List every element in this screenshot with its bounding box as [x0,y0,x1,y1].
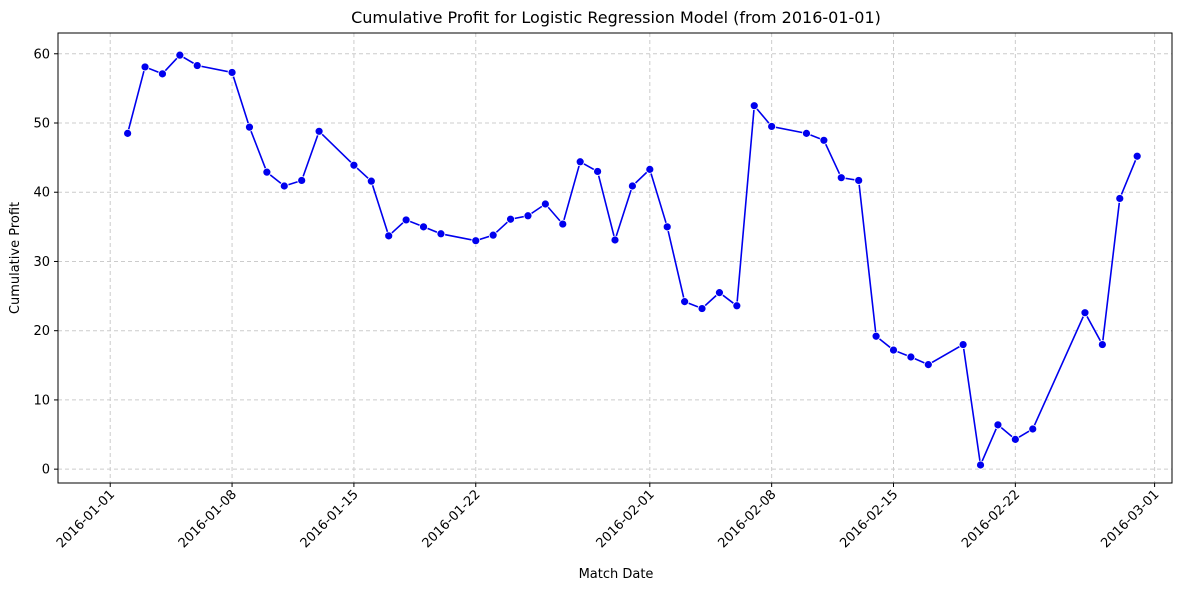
data-point [123,128,133,138]
data-point [297,176,307,185]
data-point [645,164,655,174]
data-point [366,176,376,186]
y-tick-label: 60 [33,47,50,62]
data-point [628,181,637,191]
data-point [1080,308,1090,318]
data-point [158,69,167,79]
data-point [506,214,515,224]
data-point [976,460,985,470]
y-tick-label: 20 [33,324,50,339]
y-tick-label: 10 [33,393,50,408]
data-point [871,331,881,341]
data-point [958,340,968,349]
data-point [140,62,150,72]
data-point [819,135,829,145]
data-point [262,167,272,177]
x-tick-label: 2016-01-01 [54,487,118,551]
plot-frame [57,32,1173,484]
data-point [575,157,585,167]
data-point [175,50,185,60]
chart-title: Cumulative Profit for Logistic Regressio… [351,8,881,27]
x-axis-label: Match Date [579,567,654,582]
data-point [1115,194,1125,203]
data-point [349,160,359,170]
data-point [749,101,759,111]
y-tick-label: 40 [33,186,50,201]
data-point [523,211,533,221]
data-point [1132,151,1142,161]
x-tick-label: 2016-01-15 [298,487,362,551]
series-line [126,54,1138,468]
data-point [245,122,254,132]
x-tick-label: 2016-02-15 [837,487,901,551]
data-point [384,231,394,241]
x-tick-label: 2016-01-08 [176,487,240,551]
series [123,50,1142,470]
data-point [680,297,690,307]
data-point [227,68,237,77]
y-axis-label: Cumulative Profit [8,202,23,314]
data-point [993,420,1003,430]
data-point [767,122,777,131]
data-point [419,222,428,232]
y-axis: 0 10 20 30 40 50 60 [33,47,58,478]
data-point [488,230,498,240]
data-point [593,167,602,176]
y-tick-label: 30 [33,255,50,270]
data-point [401,215,411,225]
x-tick-label: 2016-02-22 [959,487,1023,551]
data-point [836,173,846,183]
data-point [923,360,933,370]
data-point [192,61,202,70]
data-point [471,236,481,246]
data-point [889,345,898,355]
data-point [906,352,916,362]
y-tick-label: 50 [33,117,50,132]
data-point [1028,424,1038,434]
data-point [697,304,707,313]
data-point [279,181,289,191]
data-point [662,222,672,232]
x-tick-label: 2016-01-22 [420,487,484,551]
data-point [314,126,324,136]
data-point [1010,434,1020,444]
data-point [715,288,724,298]
y-tick-label: 0 [42,463,50,478]
x-axis: 2016-01-01 2016-01-08 2016-01-15 2016-01-22… [54,483,1162,551]
data-point [732,301,742,311]
data-point [540,199,550,209]
data-point [1097,340,1107,349]
grid [58,33,1172,483]
data-point [610,235,620,245]
x-tick-label: 2016-02-01 [594,487,658,551]
data-point [558,219,568,229]
x-tick-label: 2016-02-08 [715,487,779,551]
data-point [854,176,864,185]
x-tick-label: 2016-03-01 [1098,487,1162,551]
data-point [802,128,811,138]
data-point [436,229,446,239]
